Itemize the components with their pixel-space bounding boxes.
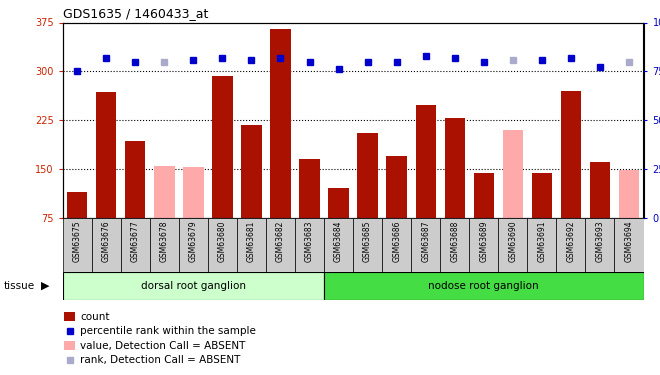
Bar — [619, 170, 639, 217]
Text: GDS1635 / 1460433_at: GDS1635 / 1460433_at — [63, 7, 208, 20]
Bar — [532, 173, 552, 217]
Bar — [353, 217, 382, 272]
Bar — [324, 272, 644, 300]
Text: percentile rank within the sample: percentile rank within the sample — [81, 326, 256, 336]
Bar — [411, 217, 440, 272]
Bar — [474, 173, 494, 217]
Bar — [556, 217, 585, 272]
Bar — [266, 217, 295, 272]
Text: GSM63678: GSM63678 — [160, 220, 169, 262]
Text: rank, Detection Call = ABSENT: rank, Detection Call = ABSENT — [81, 356, 241, 365]
Text: GSM63682: GSM63682 — [276, 220, 285, 262]
Text: GSM63684: GSM63684 — [334, 220, 343, 262]
Text: GSM63689: GSM63689 — [479, 220, 488, 262]
Bar — [271, 29, 290, 218]
Text: GSM63692: GSM63692 — [566, 220, 576, 262]
Text: GSM63693: GSM63693 — [595, 220, 605, 262]
Text: GSM63675: GSM63675 — [73, 220, 82, 262]
Text: GSM63679: GSM63679 — [189, 220, 198, 262]
Bar — [242, 124, 261, 217]
Bar — [183, 167, 203, 218]
Text: count: count — [81, 312, 110, 321]
Bar — [67, 192, 87, 217]
Text: GSM63688: GSM63688 — [450, 220, 459, 262]
Text: dorsal root ganglion: dorsal root ganglion — [141, 281, 246, 291]
Bar — [469, 217, 498, 272]
Bar — [63, 272, 324, 300]
Bar — [154, 165, 174, 218]
Text: nodose root ganglion: nodose root ganglion — [428, 281, 539, 291]
Bar — [64, 312, 75, 321]
Bar — [300, 159, 319, 218]
Bar — [213, 76, 232, 218]
Bar — [150, 217, 179, 272]
Bar — [125, 141, 145, 218]
Text: GSM63676: GSM63676 — [102, 220, 111, 262]
Bar — [179, 217, 208, 272]
Bar — [63, 217, 92, 272]
Bar — [92, 217, 121, 272]
Bar — [503, 130, 523, 218]
Text: GSM63686: GSM63686 — [392, 220, 401, 262]
Bar — [208, 217, 237, 272]
Text: GSM63680: GSM63680 — [218, 220, 227, 262]
Bar — [295, 217, 324, 272]
Bar — [561, 91, 581, 218]
Text: GSM63677: GSM63677 — [131, 220, 140, 262]
Bar — [324, 217, 353, 272]
Text: GSM63685: GSM63685 — [363, 220, 372, 262]
Bar — [382, 217, 411, 272]
Bar — [585, 217, 614, 272]
Bar — [498, 217, 527, 272]
Bar — [440, 217, 469, 272]
Bar — [445, 118, 465, 218]
Bar — [614, 217, 644, 272]
Bar — [96, 92, 116, 218]
Text: GSM63690: GSM63690 — [508, 220, 517, 262]
Text: ▶: ▶ — [41, 281, 50, 291]
Bar — [527, 217, 556, 272]
Bar — [358, 133, 378, 218]
Text: GSM63683: GSM63683 — [305, 220, 314, 262]
Bar — [329, 188, 348, 218]
Text: GSM63691: GSM63691 — [537, 220, 546, 262]
Bar — [237, 217, 266, 272]
Text: value, Detection Call = ABSENT: value, Detection Call = ABSENT — [81, 341, 246, 351]
Bar — [121, 217, 150, 272]
Bar — [387, 156, 407, 218]
Bar — [416, 105, 436, 218]
Text: GSM63694: GSM63694 — [624, 220, 634, 262]
Text: GSM63681: GSM63681 — [247, 220, 256, 262]
Text: GSM63687: GSM63687 — [421, 220, 430, 262]
Bar — [590, 162, 610, 218]
Text: tissue: tissue — [3, 281, 34, 291]
Bar — [64, 341, 75, 350]
